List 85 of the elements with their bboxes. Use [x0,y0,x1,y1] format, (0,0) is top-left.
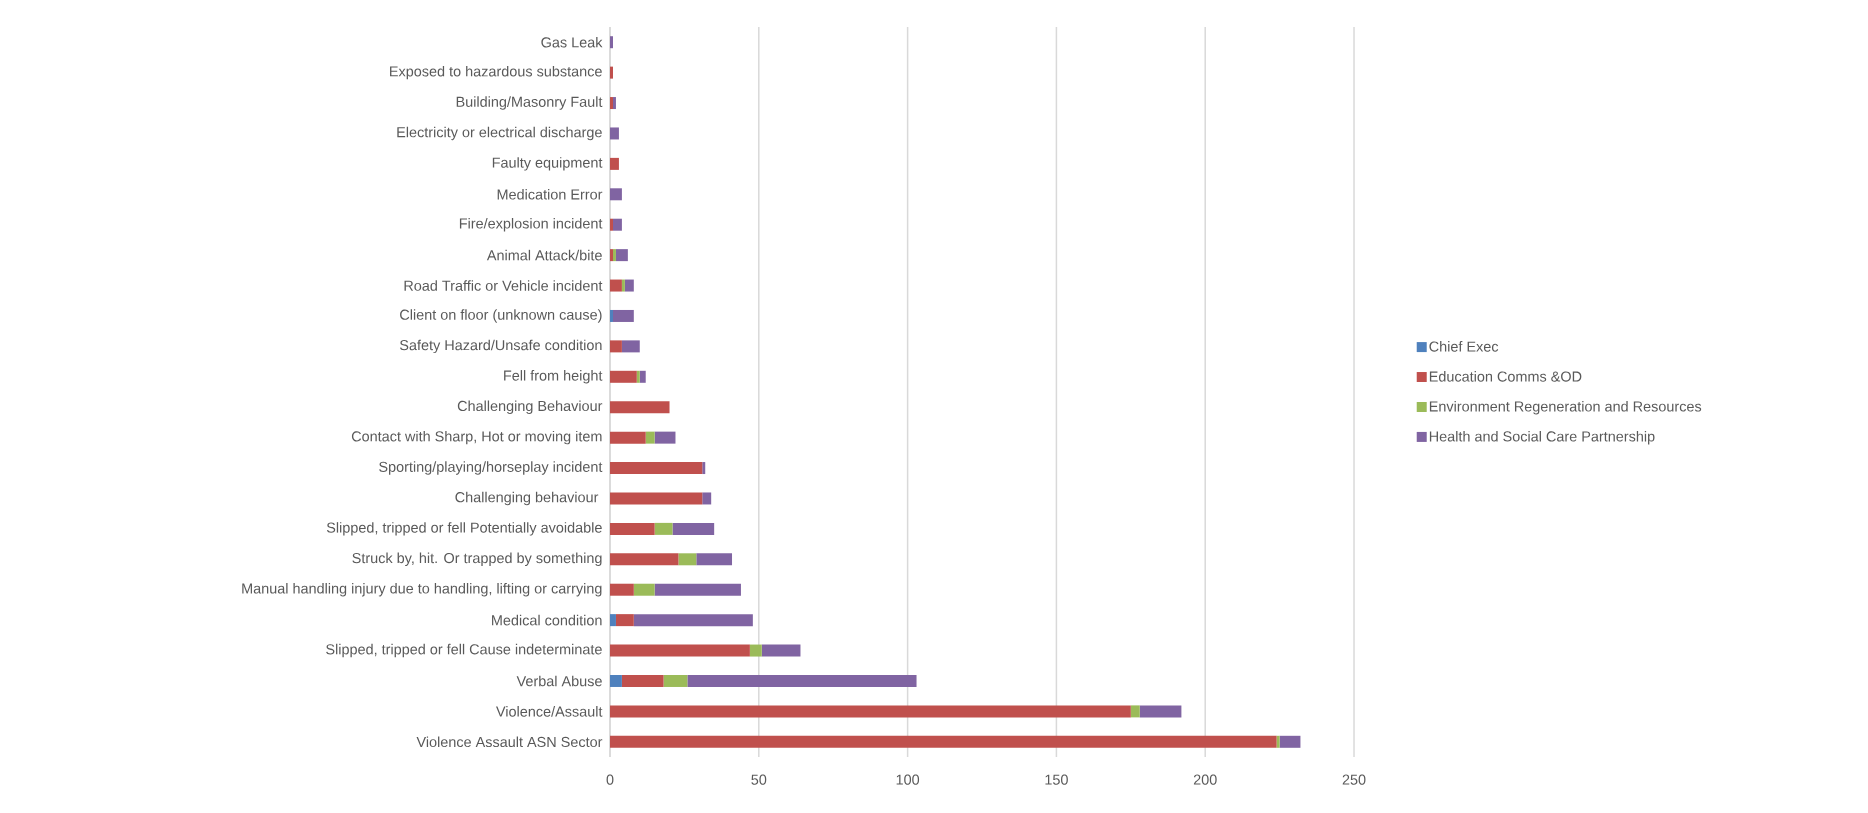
y-tick-label: Gas Leak [541,36,603,48]
bar [610,492,703,505]
bar [610,36,613,49]
y-tick-label: Contact with Sharp, Hot or moving item [351,430,602,445]
x-tick-label: 0 [606,774,614,785]
bar [610,157,619,170]
x-tick-label: 250 [1342,774,1366,785]
y-tick-label: Manual handling injury due to handling, lifting or carrying [242,582,602,597]
bar [610,735,1277,748]
y-tick-label: Client on floor (unknown cause) [400,309,602,323]
bar [636,370,640,383]
bar [654,583,741,596]
bar [610,309,613,322]
bar [654,431,676,444]
bar [702,492,712,505]
bar [612,218,622,231]
y-tick-label: Slipped, tripped or fell Potentially avoidable [326,522,602,536]
bar [610,431,646,444]
bar [610,553,679,566]
bar [610,644,750,657]
bar [610,674,622,687]
bar [610,218,613,231]
y-tick-label: Exposed to hazardous substance [390,65,602,80]
bar [639,370,646,383]
bar [621,674,664,687]
x-tick-label: 150 [1045,774,1068,785]
x-tick-label: 200 [1193,774,1217,785]
y-tick-label: Safety Hazard/Unsafe condition [399,339,602,354]
y-tick-label: Sporting/playing/horseplay incident [379,461,603,475]
bar [610,401,670,414]
bar [610,66,613,79]
bar [610,522,655,535]
y-tick-label: Medication Error [497,188,603,200]
bar [610,705,1131,718]
y-tick-label: Faulty equipment [492,157,603,171]
bar [761,644,801,657]
y-tick-label: Animal Attack/bite [486,249,602,261]
bar [610,370,637,383]
bar [610,462,703,475]
y-tick-label: Verbal Abuse [516,675,602,687]
bar [621,340,640,353]
bar [624,279,634,292]
y-tick-label: Challenging Behaviour [457,400,603,414]
y-tick-label: Struck by, hit. Or trapped by something [352,552,602,567]
bar [633,583,655,596]
y-tick-label: Violence/Assault [496,706,603,717]
x-tick-label: 50 [751,774,767,785]
bar [645,431,655,444]
bar [1139,705,1182,718]
y-tick-label: Medical condition [492,614,602,626]
bar [610,614,616,627]
y-tick-label: Violence Assault ASN Sector [416,736,603,748]
bar [1279,735,1301,748]
y-tick-label: Road Traffic or Vehicle incident [404,280,603,291]
y-tick-label: Electricity or electrical discharge [397,126,602,141]
y-tick-label: Building/Masonry Fault [456,96,603,110]
bar [696,553,733,566]
bar [610,188,622,201]
y-tick-label: Fire/explosion incident [459,217,603,232]
bar [633,614,753,627]
bar [663,674,688,687]
bar [621,279,625,292]
y-tick-label: Challenging behaviour [455,491,599,506]
bar [672,522,715,535]
bar [615,249,628,262]
bar [615,614,634,627]
legend-label: Environment Regeneration and Resources [1429,401,1702,415]
bar [702,462,706,475]
bar [678,553,697,566]
bar [654,522,673,535]
bar [610,279,622,292]
bar [1276,735,1280,748]
bar [687,674,917,687]
bar [612,309,634,322]
y-tick-label: Fell from height [504,370,603,384]
bar [610,583,634,596]
legend-label: Chief Exec [1429,341,1499,352]
y-tick-label: Slipped, tripped or fell Cause indeterminate [326,643,602,658]
legend-label: Health and Social Care Partnership [1429,430,1655,445]
bar [1130,705,1140,718]
bar [749,644,762,657]
x-tick-label: 100 [896,774,920,785]
bar [610,127,619,140]
legend-label: Education Comms &OD [1429,371,1582,382]
bar [610,340,622,353]
